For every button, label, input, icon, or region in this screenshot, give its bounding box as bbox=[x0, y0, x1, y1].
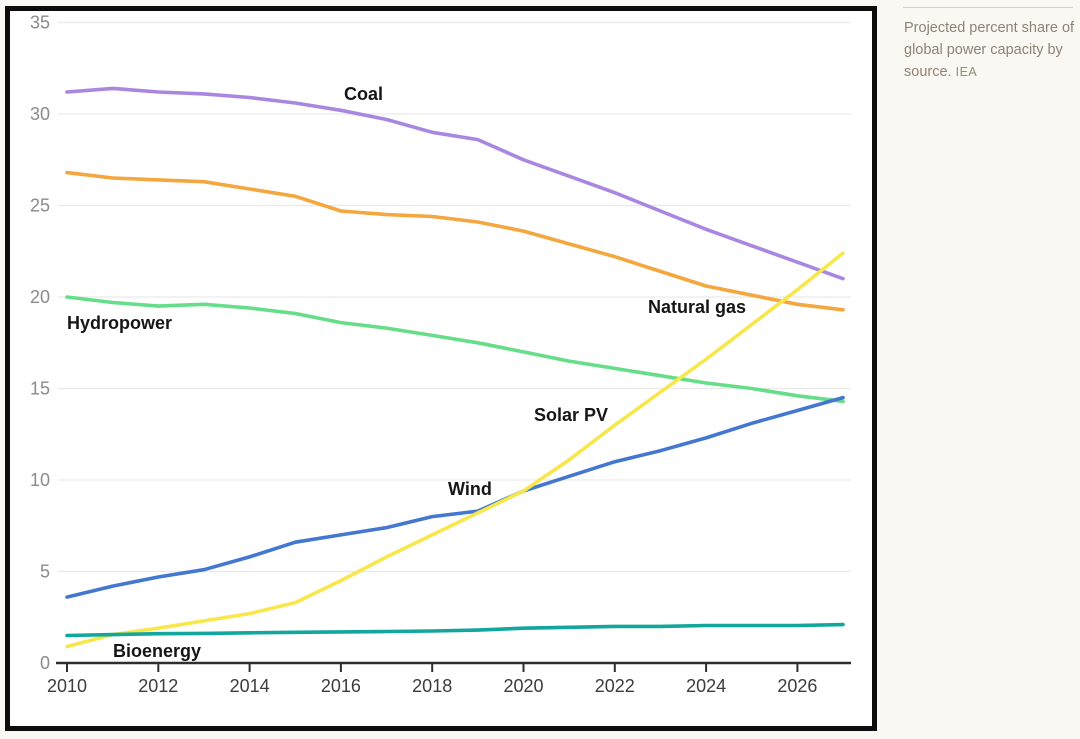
series-label-bioenergy: Bioenergy bbox=[113, 641, 202, 661]
svg-text:10: 10 bbox=[30, 470, 50, 490]
caption: Projected percent share of global power … bbox=[904, 17, 1076, 83]
svg-text:5: 5 bbox=[40, 562, 50, 582]
caption-source: IEA bbox=[955, 65, 978, 80]
svg-text:2014: 2014 bbox=[230, 676, 270, 696]
svg-text:2010: 2010 bbox=[47, 676, 87, 696]
svg-text:20: 20 bbox=[30, 287, 50, 307]
svg-text:30: 30 bbox=[30, 104, 50, 124]
series-label-solar-pv: Solar PV bbox=[534, 405, 609, 425]
svg-text:2016: 2016 bbox=[321, 676, 361, 696]
caption-text: Projected percent share of global power … bbox=[904, 20, 1075, 81]
svg-text:2020: 2020 bbox=[503, 676, 543, 696]
svg-text:25: 25 bbox=[30, 196, 50, 216]
svg-text:15: 15 bbox=[30, 379, 50, 399]
svg-text:2022: 2022 bbox=[595, 676, 635, 696]
caption-panel: Projected percent share of global power … bbox=[903, 0, 1079, 83]
series-label-natural-gas: Natural gas bbox=[648, 297, 747, 317]
svg-text:2026: 2026 bbox=[777, 676, 817, 696]
series-label-coal: Coal bbox=[344, 84, 384, 104]
svg-text:2012: 2012 bbox=[138, 676, 178, 696]
caption-divider bbox=[903, 7, 1073, 8]
line-chart: 0 5 10 15 20 25 30 35 2010 2012 2014 2016 2018 2020 20… bbox=[30, 13, 851, 696]
chart-panel: 0 5 10 15 20 25 30 35 2010 2012 2014 2016 2018 2020 20… bbox=[5, 6, 877, 731]
svg-text:0: 0 bbox=[40, 653, 50, 673]
series-label-wind: Wind bbox=[448, 479, 492, 499]
svg-text:2024: 2024 bbox=[686, 676, 726, 696]
svg-text:35: 35 bbox=[30, 13, 50, 33]
series-label-hydropower: Hydropower bbox=[67, 313, 173, 333]
svg-text:2018: 2018 bbox=[412, 676, 452, 696]
